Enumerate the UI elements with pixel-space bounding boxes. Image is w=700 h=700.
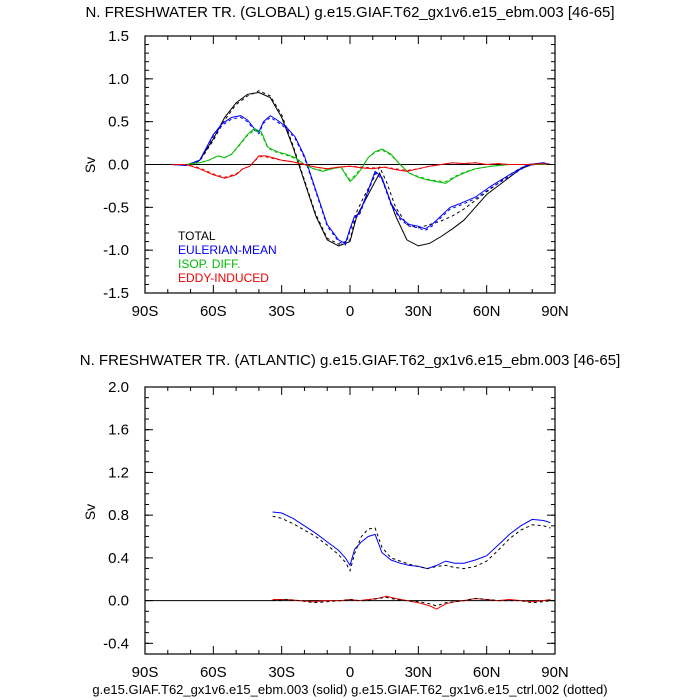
legend-entry-total: TOTAL — [178, 229, 216, 243]
legend-entry-eulerian-mean: EULERIAN-MEAN — [178, 243, 277, 257]
global-freshwater-transport-chart: N. FRESHWATER TR. (GLOBAL) g.e15.GIAF.T6… — [82, 4, 615, 320]
y-tick-label: 2.0 — [108, 379, 129, 396]
x-tick-label: 60N — [473, 664, 501, 681]
x-tick-label: 30S — [268, 303, 295, 320]
y-tick-label: 0.4 — [108, 550, 129, 567]
series-line-eddy-induced-ctrl — [272, 596, 551, 607]
series-line-eddy-induced — [272, 595, 551, 610]
y-tick-label: 0.5 — [108, 114, 129, 131]
y-tick-label: 0.0 — [108, 157, 129, 174]
y-tick-label: 1.6 — [108, 422, 129, 439]
x-tick-label: 60S — [200, 664, 227, 681]
y-tick-label: -1.5 — [103, 285, 129, 302]
y-tick-label: 1.5 — [108, 28, 129, 45]
x-tick-label: 90S — [132, 303, 159, 320]
x-tick-label: 30S — [268, 664, 295, 681]
x-tick-label: 0 — [346, 664, 354, 681]
series-line-eulerian-mean — [172, 115, 551, 245]
series-line-isop-diff-ctrl — [172, 129, 551, 183]
series-line-total-ctrl — [172, 90, 551, 245]
x-tick-label: 60N — [473, 303, 501, 320]
footer-caption: g.e15.GIAF.T62_gx1v6.e15_ebm.003 (solid)… — [92, 682, 607, 697]
atlantic-freshwater-transport-chart: N. FRESHWATER TR. (ATLANTIC) g.e15.GIAF.… — [80, 352, 620, 681]
x-tick-label: 90N — [541, 664, 569, 681]
y-tick-label: -0.4 — [103, 635, 129, 652]
legend-entry-isop-diff: ISOP. DIFF. — [178, 257, 240, 271]
y-tick-label: 1.0 — [108, 71, 129, 88]
x-tick-label: 30N — [405, 303, 433, 320]
legend: TOTAL EULERIAN-MEAN ISOP. DIFF. EDDY-IND… — [178, 229, 277, 285]
y-tick-label: 0.0 — [108, 593, 129, 610]
x-tick-label: 0 — [346, 303, 354, 320]
x-tick-label: 60S — [200, 303, 227, 320]
y-axis-label: Sv — [82, 504, 98, 520]
plot-frame — [144, 386, 556, 655]
y-axis-label: Sv — [82, 157, 98, 173]
x-tick-label: 30N — [405, 664, 433, 681]
series-line-eddy-induced-ctrl — [172, 156, 551, 178]
y-tick-label: -1.0 — [103, 242, 129, 259]
series-line-total — [172, 91, 551, 247]
y-tick-label: 1.2 — [108, 464, 129, 481]
x-tick-label: 90S — [132, 664, 159, 681]
chart-title: N. FRESHWATER TR. (ATLANTIC) g.e15.GIAF.… — [80, 352, 620, 369]
x-tick-label: 90N — [541, 303, 569, 320]
y-tick-label: 0.8 — [108, 507, 129, 524]
series-line-eulerian-mean — [272, 511, 551, 570]
series-line-isop-diff — [172, 127, 551, 184]
legend-entry-eddy-induced: EDDY-INDUCED — [178, 271, 269, 285]
y-tick-label: -0.5 — [103, 199, 129, 216]
chart-title: N. FRESHWATER TR. (GLOBAL) g.e15.GIAF.T6… — [85, 4, 614, 21]
series-line-eulerian-mean-ctrl — [272, 515, 551, 573]
series-line-eulerian-mean-ctrl — [172, 116, 551, 246]
